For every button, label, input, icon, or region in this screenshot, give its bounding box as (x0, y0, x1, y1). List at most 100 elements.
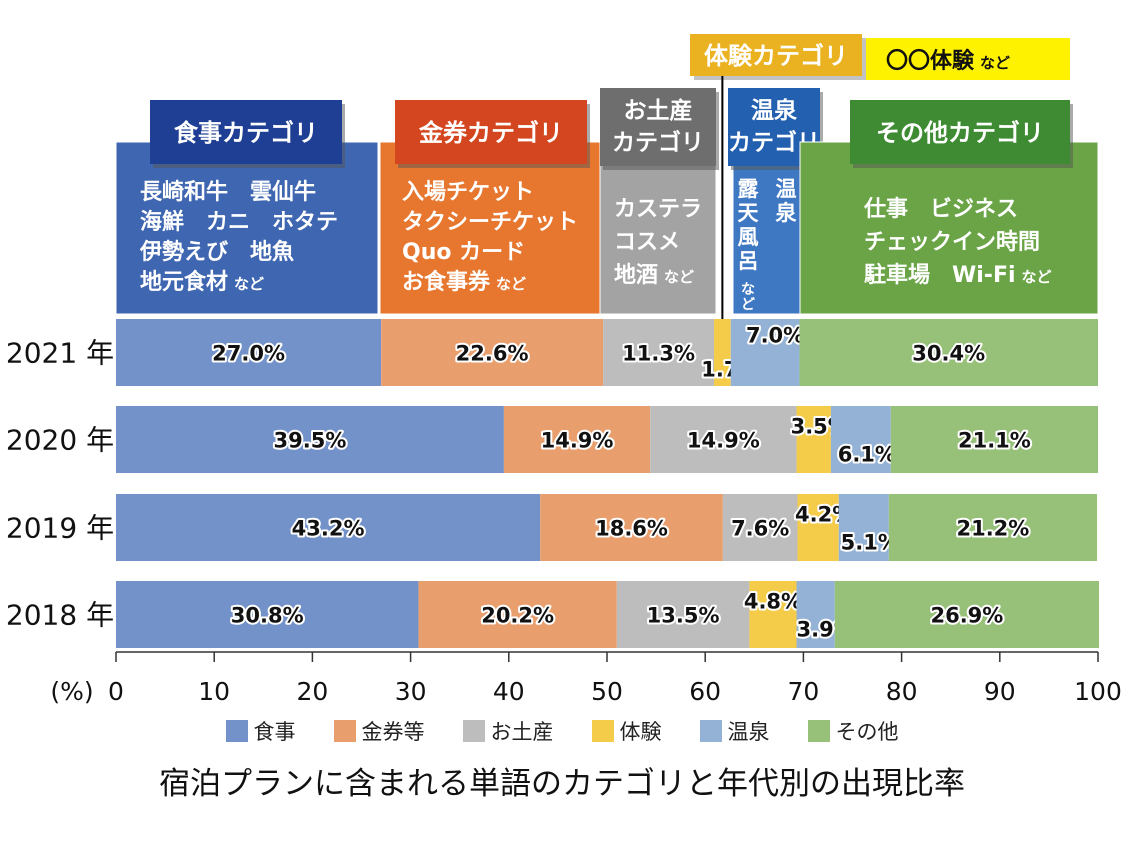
bar-segment (890, 406, 1098, 473)
row-label: 2021 年 (6, 337, 114, 370)
category-example: 温 (776, 177, 797, 201)
category-title-box (850, 100, 1070, 164)
bar-segment (616, 581, 750, 648)
data-label: 30.4% (912, 342, 985, 366)
data-label: 14.9% (687, 429, 760, 453)
bar-segment (722, 494, 798, 561)
category-example: カステラ (614, 197, 702, 222)
legend-swatch (225, 720, 248, 742)
category-example-suffix: ど (741, 297, 755, 313)
tick-label: 10 (198, 677, 230, 706)
axis-unit: (%) (50, 677, 93, 706)
legend-swatch (333, 720, 356, 742)
category-example: コスメ (614, 230, 680, 255)
category-panel (599, 141, 717, 315)
category-example: 天 (738, 201, 760, 225)
category-panel (732, 141, 801, 315)
category-example: 仕事 ビジネス (863, 196, 1018, 222)
legend-label: 金券等 (361, 720, 425, 744)
category-title: その他カテゴリ (876, 119, 1044, 147)
experience-title-box (690, 34, 862, 76)
data-label: 7.0% (746, 324, 804, 348)
tick-label: 20 (296, 677, 328, 706)
category-title: 温泉 (751, 97, 798, 124)
data-label: 26.9% (930, 604, 1003, 628)
category-example: 駐車場 Wi-Fi など (864, 262, 1052, 288)
category-example: 地元食材 など (140, 269, 264, 295)
category-title: 食事カテゴリ (174, 119, 318, 147)
legend-label: 食事 (253, 720, 296, 744)
data-label: 6.1% (838, 443, 896, 467)
data-label: 21.2% (956, 517, 1029, 541)
bar-segment (503, 406, 651, 473)
stacked-bars: 2021 年 27.0% 22.6% 11.3%1.7%7.0%30.4%2020 年… (6, 319, 1099, 648)
data-label: 7.6% (731, 517, 789, 541)
legend-label: 体験 (619, 720, 662, 744)
tick-label: 40 (493, 677, 525, 706)
tick-label: 60 (689, 677, 721, 706)
category-example-suffix: な (741, 282, 755, 298)
row-label: 2019 年 (6, 512, 114, 545)
category-panel (799, 141, 1099, 315)
bar-segment (381, 319, 604, 386)
category-example: お食事券 など (402, 269, 526, 295)
row-label: 2018 年 (6, 599, 114, 632)
legend-item: その他 (807, 716, 899, 746)
category-example: タクシーチケット (402, 210, 578, 235)
bar-segment (797, 494, 839, 561)
data-label: 22.6% (456, 342, 529, 366)
tick-label: 0 (108, 677, 124, 706)
legend-item: 体験 (591, 716, 662, 746)
legend-item: 温泉 (699, 716, 770, 746)
legend: 食事 金券等 お土産 体験 温泉 その他 (0, 716, 1124, 746)
legend-swatch (699, 720, 722, 742)
bar-segment (730, 319, 800, 386)
data-label: 14.9% (541, 429, 614, 453)
category-example: 海鮮 カニ ホタテ (140, 209, 338, 235)
category-title: カテゴリ (612, 129, 704, 156)
data-label: 4.8% (744, 590, 802, 614)
chart-title: 宿泊プランに含まれる単語のカテゴリと年代別の出現比率 (159, 766, 965, 802)
bar-segment (116, 581, 419, 648)
tick-label: 30 (395, 677, 427, 706)
legend-label: その他 (835, 720, 899, 744)
bar-segment (796, 406, 831, 473)
experience-example: 〇〇体験 など (886, 49, 1010, 74)
data-label: 27.0% (212, 342, 285, 366)
tick-label: 50 (591, 677, 623, 706)
experience-box (866, 38, 1070, 80)
category-example: 地酒 など (614, 263, 694, 288)
data-label: 11.3% (622, 342, 695, 366)
category-panel (115, 141, 379, 315)
tick-label: 90 (984, 677, 1016, 706)
bar-segment (830, 406, 891, 473)
bar-segment (418, 581, 617, 648)
legend-swatch (591, 720, 614, 742)
category-example: 入場チケット (402, 180, 534, 205)
category-example: Quo カード (402, 240, 525, 265)
data-label: 18.6% (595, 517, 668, 541)
category-title-box (395, 100, 587, 164)
category-title-box (150, 100, 342, 164)
tick-label: 70 (787, 677, 819, 706)
data-label: 43.2% (292, 517, 365, 541)
bar-segment (116, 406, 504, 473)
tick-label: 80 (886, 677, 918, 706)
category-title: 金券カテゴリ (418, 119, 563, 147)
legend-item: お土産 (462, 716, 554, 746)
bar-segment (714, 319, 731, 386)
bar-segment (540, 494, 723, 561)
data-label: 39.5% (274, 429, 347, 453)
bar-segment (116, 494, 541, 561)
row-label: 2020 年 (6, 424, 114, 457)
legend-item: 金券等 (333, 716, 425, 746)
bar-segment (749, 581, 797, 648)
data-label: 13.5% (647, 604, 720, 628)
bar-segment (834, 581, 1099, 648)
bar-segment (888, 494, 1098, 561)
legend-item: 食事 (225, 716, 296, 746)
category-example: 露 (738, 177, 760, 201)
category-example: 伊勢えび 地魚 (139, 239, 294, 265)
legend-swatch (462, 720, 485, 742)
